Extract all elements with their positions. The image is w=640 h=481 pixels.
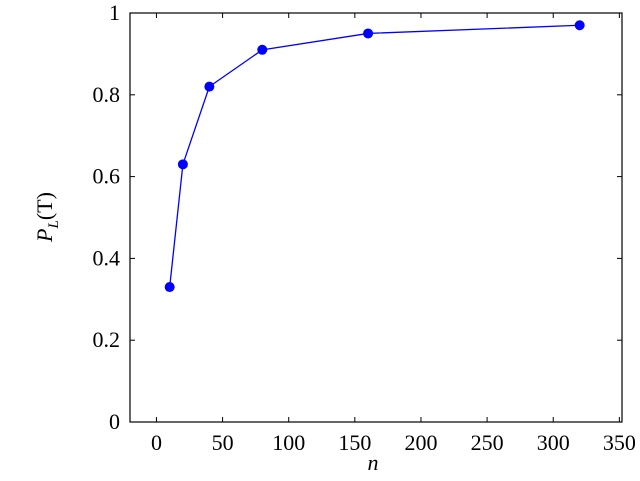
plot-frame — [129, 12, 623, 423]
x-tick-label: 50 — [212, 430, 234, 455]
x-tick-label: 100 — [272, 430, 305, 455]
series-line — [169, 24, 580, 288]
data-point — [363, 28, 374, 39]
y-label-sub: L — [46, 220, 62, 229]
data-point — [574, 20, 585, 31]
y-label-rest: (T) — [32, 192, 57, 220]
x-tick-label: 150 — [338, 430, 371, 455]
data-point — [164, 282, 175, 293]
y-tick-label: 1 — [109, 0, 120, 25]
data-point — [177, 159, 188, 170]
x-tick-label: 200 — [404, 430, 437, 455]
y-tick-label: 0.6 — [93, 164, 121, 189]
y-tick-label: 0.2 — [93, 327, 121, 352]
data-point — [257, 44, 268, 55]
data-point — [204, 81, 215, 92]
y-label-main: P — [32, 228, 57, 242]
x-tick-label: 300 — [537, 430, 570, 455]
y-tick-label: 0.8 — [93, 82, 121, 107]
y-axis-label: PL(T) — [32, 192, 62, 243]
y-tick-label: 0.4 — [93, 245, 121, 270]
x-tick-label: 350 — [603, 430, 636, 455]
y-tick-label: 0 — [109, 409, 120, 434]
x-tick-label: 0 — [151, 430, 162, 455]
x-axis-label: n — [368, 450, 379, 475]
x-tick-label: 250 — [471, 430, 504, 455]
